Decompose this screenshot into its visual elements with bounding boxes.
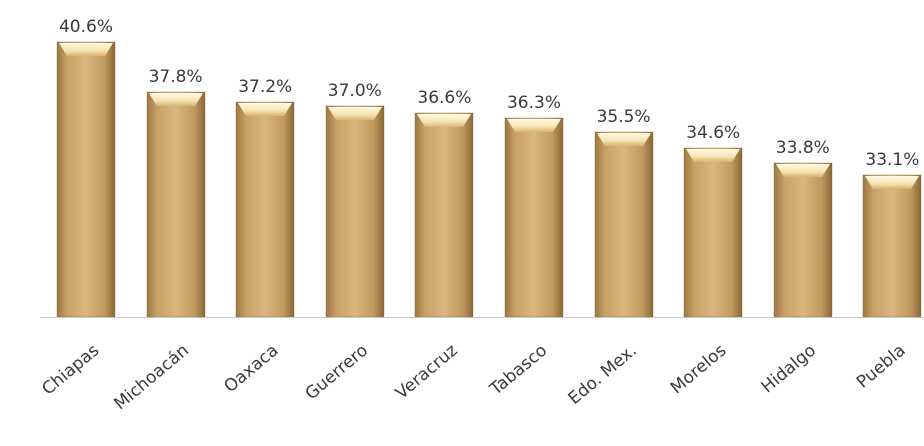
data-label: 34.6% bbox=[686, 123, 740, 143]
bar-body bbox=[595, 132, 653, 317]
category-tick-label: Chiapas bbox=[38, 340, 103, 399]
bar-top-highlight bbox=[597, 133, 651, 146]
data-label: 33.8% bbox=[776, 138, 830, 158]
data-label: 36.3% bbox=[507, 93, 561, 113]
data-label: 37.8% bbox=[149, 67, 203, 87]
bar-top-highlight bbox=[686, 149, 740, 162]
bar-top-highlight bbox=[865, 176, 919, 189]
category-tick-label: Hidalgo bbox=[758, 341, 820, 398]
category-tick-label: Morelos bbox=[667, 340, 731, 398]
bar-body bbox=[684, 148, 742, 317]
value-labels-layer: 40.6% 37.8% 37.2% 37.0% 36.6% 36.3% 35.5% 34.6%… bbox=[59, 17, 919, 170]
bar-body bbox=[505, 118, 563, 317]
bar-top-highlight bbox=[417, 114, 471, 127]
bar-top-highlight bbox=[328, 107, 382, 120]
bar-1 bbox=[56, 41, 116, 318]
category-tick-label: Veracruz bbox=[392, 340, 462, 403]
data-label: 33.1% bbox=[865, 150, 919, 170]
bars-layer bbox=[56, 41, 922, 318]
bar-5 bbox=[414, 112, 474, 318]
bar-body bbox=[236, 102, 294, 317]
category-tick-label: Edo. Mex. bbox=[565, 341, 641, 410]
bar-top-highlight bbox=[507, 119, 561, 132]
data-label: 37.0% bbox=[328, 81, 382, 101]
bar-top-highlight bbox=[238, 103, 292, 116]
bar-top-highlight bbox=[776, 164, 830, 177]
data-label: 37.2% bbox=[238, 77, 292, 97]
bar-2 bbox=[146, 91, 206, 318]
bar-7 bbox=[594, 131, 654, 318]
bar-top-highlight bbox=[149, 93, 203, 106]
bar-body bbox=[147, 92, 205, 317]
bar-body bbox=[415, 113, 473, 317]
bar-body bbox=[774, 163, 832, 317]
category-tick-label: Tabasco bbox=[486, 341, 552, 401]
category-labels-layer: Chiapas Michoacán Oaxaca Guerrero Veracruz Ta… bbox=[38, 340, 909, 414]
category-tick-label: Puebla bbox=[853, 341, 910, 393]
bar-8 bbox=[683, 147, 743, 318]
bar-body bbox=[326, 106, 384, 317]
bar-9 bbox=[773, 162, 833, 318]
bar-4 bbox=[325, 105, 385, 318]
data-label: 36.6% bbox=[417, 88, 471, 108]
bar-body bbox=[57, 42, 115, 317]
category-tick-label: Oaxaca bbox=[220, 341, 282, 397]
bar-10 bbox=[862, 174, 922, 318]
bar-body bbox=[863, 175, 921, 317]
bar-6 bbox=[504, 117, 564, 318]
data-label: 35.5% bbox=[597, 107, 651, 127]
bar-3 bbox=[235, 101, 295, 318]
category-tick-label: Guerrero bbox=[302, 341, 372, 405]
bar-top-highlight bbox=[59, 43, 113, 56]
category-tick-label: Michoacán bbox=[110, 341, 192, 415]
data-label: 40.6% bbox=[59, 17, 113, 37]
